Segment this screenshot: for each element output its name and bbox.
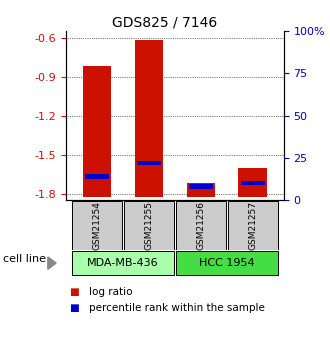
Bar	[238, 168, 267, 197]
Bar	[83, 66, 111, 197]
Text: cell line: cell line	[3, 254, 46, 264]
Text: HCC 1954: HCC 1954	[199, 258, 254, 267]
Bar	[228, 200, 278, 250]
Text: MDA-MB-436: MDA-MB-436	[87, 258, 159, 267]
Text: ■: ■	[69, 287, 79, 296]
Text: log ratio: log ratio	[89, 287, 133, 296]
Bar	[176, 252, 278, 275]
Bar	[135, 40, 163, 197]
Text: GSM21257: GSM21257	[248, 200, 257, 250]
Text: GSM21254: GSM21254	[93, 201, 102, 249]
Bar	[176, 200, 226, 250]
Text: GSM21256: GSM21256	[196, 200, 205, 250]
Bar	[72, 200, 122, 250]
Bar	[72, 252, 174, 275]
Text: ■: ■	[69, 303, 79, 313]
Text: GDS825 / 7146: GDS825 / 7146	[113, 16, 217, 30]
Bar	[124, 200, 174, 250]
Bar	[241, 181, 265, 186]
Bar	[186, 183, 215, 197]
Bar	[85, 174, 109, 179]
Bar	[137, 161, 161, 165]
Text: GSM21255: GSM21255	[145, 200, 153, 250]
Text: percentile rank within the sample: percentile rank within the sample	[89, 303, 265, 313]
Bar	[189, 184, 213, 189]
